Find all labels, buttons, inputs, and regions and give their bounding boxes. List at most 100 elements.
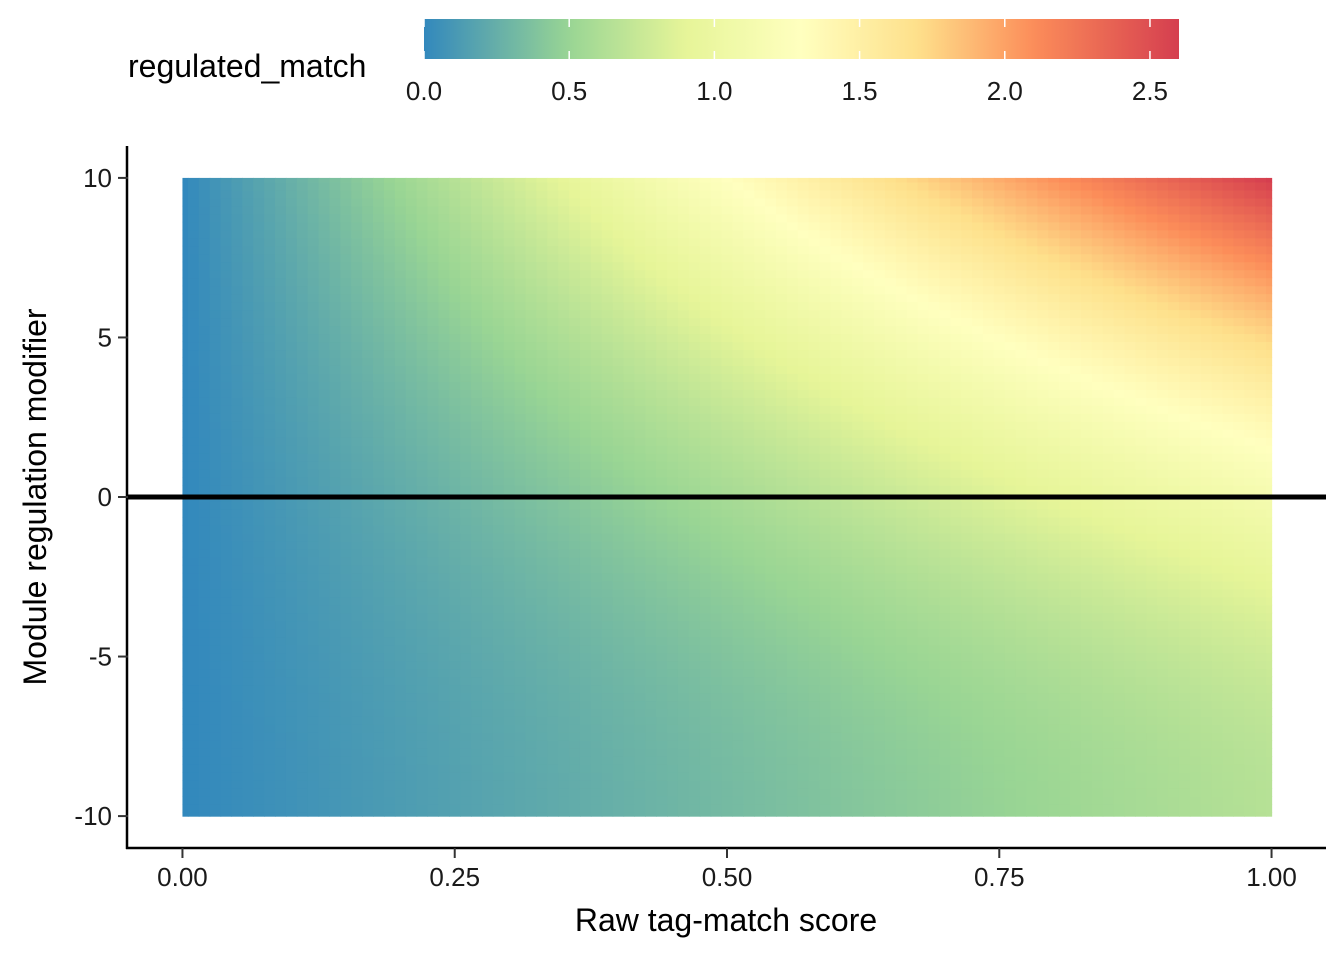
heatmap-cell — [569, 796, 581, 805]
heatmap-cell — [307, 772, 320, 781]
heatmap-cell — [754, 461, 766, 470]
heatmap-cell — [808, 429, 821, 438]
heatmap-cell — [710, 644, 723, 654]
heatmap-cell — [601, 229, 614, 239]
heatmap-cell — [710, 748, 723, 757]
heatmap-cell — [579, 437, 592, 446]
heatmap-cell — [525, 740, 538, 749]
heatmap-cell — [471, 636, 483, 646]
heatmap-cell — [253, 229, 265, 239]
heatmap-cell — [242, 660, 254, 670]
heatmap-cell — [405, 485, 418, 494]
heatmap-cell — [405, 469, 418, 478]
heatmap-cell — [449, 309, 461, 319]
heatmap-cell — [808, 540, 821, 550]
heatmap-cell — [220, 516, 233, 526]
heatmap-cell — [743, 580, 755, 590]
heatmap-cell — [438, 580, 450, 590]
heatmap-cell — [182, 756, 189, 765]
heatmap-cell — [688, 628, 701, 638]
heatmap-cell — [612, 628, 625, 638]
legend-tick-label: 0.5 — [551, 76, 587, 106]
heatmap-cell — [253, 309, 265, 319]
heatmap-cell — [699, 285, 712, 295]
heatmap-cell — [438, 397, 450, 406]
heatmap-cell — [667, 556, 679, 566]
heatmap-cell — [383, 373, 396, 382]
heatmap-cell — [285, 349, 298, 358]
heatmap-cell — [808, 812, 821, 817]
heatmap-cell — [220, 684, 233, 694]
heatmap-cell — [765, 564, 777, 574]
heatmap-cell — [765, 309, 777, 319]
heatmap-cell — [503, 253, 516, 263]
heatmap-cell — [721, 708, 734, 717]
heatmap-cell — [754, 780, 766, 789]
heatmap-cell — [198, 269, 211, 279]
heatmap-cell — [405, 365, 418, 374]
heatmap-cell — [776, 437, 788, 446]
heatmap-cell — [514, 628, 527, 638]
heatmap-cell — [460, 588, 472, 598]
heatmap-cell — [318, 421, 331, 430]
heatmap-cell — [182, 508, 189, 518]
heatmap-cell — [503, 508, 516, 518]
heatmap-cell — [830, 389, 842, 398]
heatmap-cell — [394, 740, 407, 749]
heatmap-cell — [743, 197, 755, 207]
heatmap-cell — [808, 453, 821, 462]
heatmap-cell — [242, 221, 254, 231]
heatmap-cell — [754, 684, 766, 694]
heatmap-cell — [558, 532, 570, 542]
heatmap-cell — [373, 740, 385, 749]
heatmap-cell — [275, 357, 287, 366]
heatmap-cell — [514, 524, 527, 534]
heatmap-cell — [264, 205, 276, 215]
heatmap-cell — [492, 453, 505, 462]
heatmap-cell — [373, 620, 385, 630]
heatmap-cell — [503, 309, 516, 319]
heatmap-cell — [296, 229, 309, 239]
heatmap-cell — [209, 740, 222, 749]
heatmap-cell — [514, 365, 527, 374]
heatmap-cell — [601, 293, 614, 303]
heatmap-cell — [525, 716, 538, 725]
heatmap-cell — [786, 293, 799, 303]
heatmap-cell — [460, 708, 472, 717]
heatmap-cell — [416, 261, 429, 271]
heatmap-cell — [275, 253, 287, 263]
heatmap-cell — [721, 413, 734, 422]
heatmap-cell — [547, 253, 559, 263]
heatmap-cell — [667, 461, 679, 470]
heatmap-cell — [743, 309, 755, 319]
heatmap-cell — [296, 708, 309, 717]
heatmap-cell — [209, 652, 222, 662]
heatmap-cell — [340, 596, 352, 606]
heatmap-cell — [525, 485, 538, 494]
heatmap-cell — [743, 365, 755, 374]
heatmap-cell — [187, 453, 200, 462]
heatmap-cell — [623, 676, 636, 686]
heatmap-cell — [449, 237, 461, 247]
heatmap-cell — [612, 189, 625, 199]
heatmap-cell — [427, 612, 439, 622]
heatmap-cell — [667, 293, 679, 303]
heatmap-cell — [449, 684, 461, 694]
heatmap-cell — [743, 708, 755, 717]
heatmap-cell — [285, 652, 298, 662]
heatmap-cell — [808, 532, 821, 542]
heatmap-cell — [612, 325, 625, 335]
heatmap-cell — [231, 277, 243, 287]
heatmap-cell — [830, 293, 842, 303]
heatmap-cell — [362, 373, 374, 382]
heatmap-cell — [754, 177, 766, 183]
heatmap-cell — [754, 213, 766, 223]
heatmap-cell — [329, 796, 341, 805]
heatmap-cell — [569, 237, 581, 247]
heatmap-cell — [460, 213, 472, 223]
heatmap-cell — [187, 309, 200, 319]
heatmap-cell — [307, 636, 320, 646]
heatmap-cell — [481, 684, 494, 694]
heatmap-cell — [285, 756, 298, 765]
heatmap-cell — [667, 636, 679, 646]
